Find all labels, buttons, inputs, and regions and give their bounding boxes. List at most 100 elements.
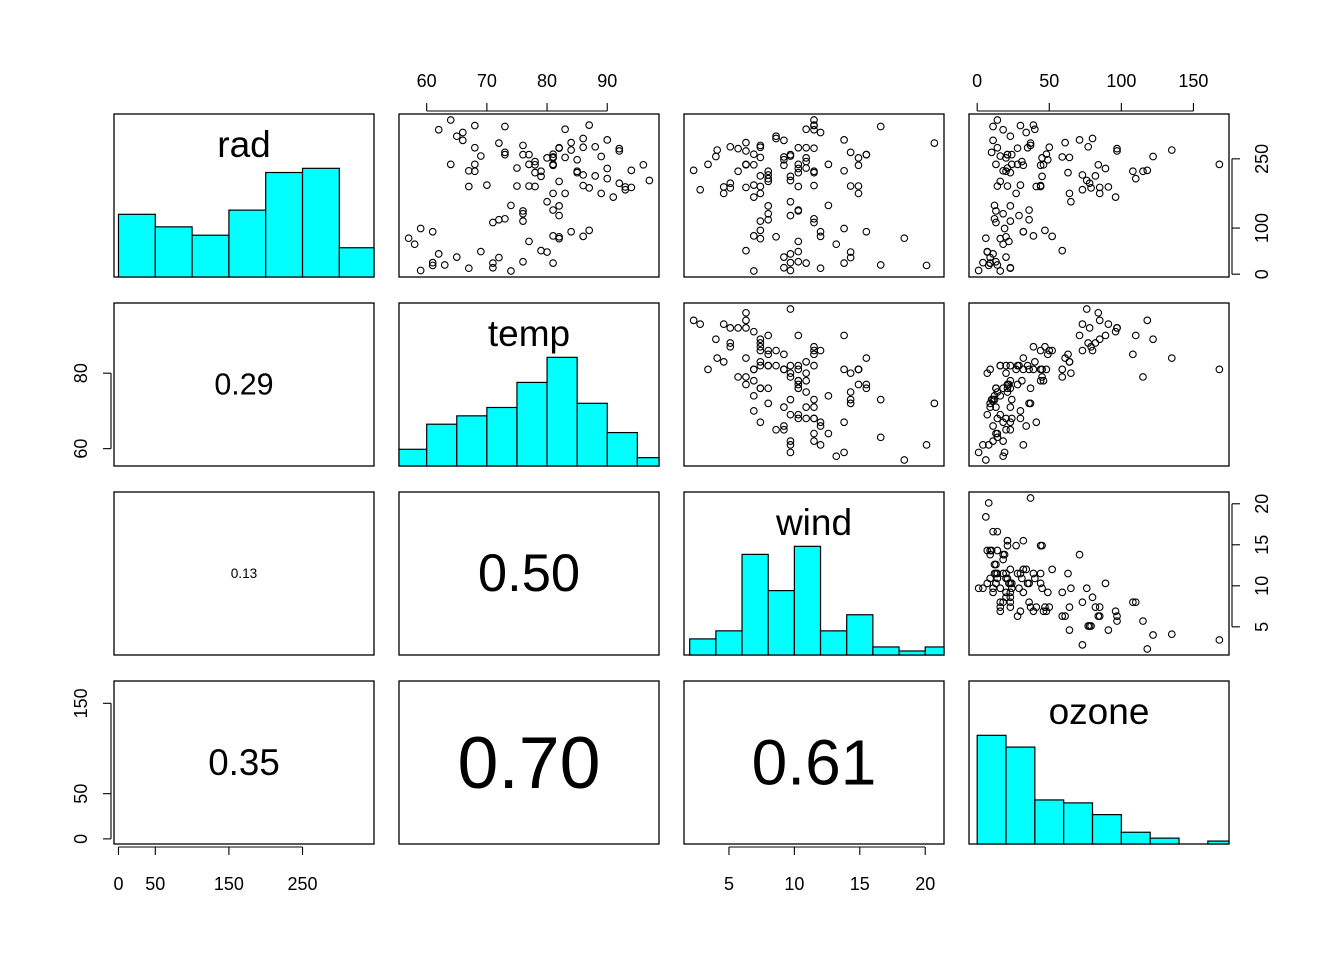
scatter-point [1101,164,1110,173]
scatter-point [1029,342,1038,351]
scatter-point [621,183,630,191]
scatter-point [719,183,728,191]
scatter-point [531,168,539,177]
scatter-point [696,185,705,194]
scatter-point [786,373,795,381]
scatter-point [981,456,990,464]
scatter-point [1064,350,1072,359]
scatter-point [1075,331,1084,340]
scatter-point [501,214,509,223]
scatter-point [816,232,825,241]
scatter-point [1002,588,1010,597]
scatter-point [1104,183,1113,191]
scatter-point [555,202,563,210]
scatter-point [603,136,612,144]
scatter-point [786,250,795,258]
y-tick-label: 50 [71,784,91,804]
scatter-point [786,361,795,370]
histogram-bar [426,423,458,467]
scatter-point [1019,536,1028,545]
scatter-point [772,132,780,141]
scatter-point [704,365,712,374]
panel-frame [968,491,1230,656]
scatter-point [549,232,557,240]
scatter-point [531,160,539,169]
scatter-point [983,247,992,256]
scatter-point [1095,183,1104,192]
scatter-point [974,584,983,593]
scatter-point [726,339,735,347]
scatter-point [992,579,1000,588]
histogram-bar [1207,840,1230,845]
scatter-point [824,160,833,169]
scatter-point [981,234,990,243]
scatter-point [470,121,479,130]
scatter-point [1031,125,1039,134]
scatter-point [477,247,485,256]
scatter-point [764,350,773,359]
scatter-point [764,361,773,370]
scatter-point [996,584,1005,593]
scatter-point [1019,161,1028,170]
scatter-point [764,346,773,355]
scatter-point [1058,246,1067,255]
scatter-point [742,138,750,147]
scatter-point [1013,361,1022,370]
scatter-point [979,584,987,593]
scatter-point [1067,584,1075,593]
scatter-point [749,267,758,275]
scatter-point [1067,369,1075,378]
scatter-point [1058,588,1067,597]
scatter-point [1085,324,1094,332]
scatter-point [1023,361,1032,370]
scatter-point [1029,365,1038,374]
scatter-point [1019,354,1028,362]
histogram-bar [265,171,304,278]
scatter-point [543,197,551,206]
scatter-point [772,346,780,355]
scatter-point [989,588,997,597]
scatter-point [756,234,765,243]
scatter-point [734,324,742,332]
scatter-point [1111,327,1120,336]
scatter-point [986,574,995,583]
correlation-label: 0.35 [208,742,280,783]
scatter-point [749,365,758,374]
scatter-point [749,181,758,189]
scatter-point [786,266,795,275]
scatter-point [794,331,803,340]
scatter-point [1016,407,1025,415]
scatter-point [876,261,885,269]
scatter-point [1036,161,1045,170]
scatter-point [585,226,594,235]
scatter-point [1002,414,1010,423]
histogram-bar [191,234,230,278]
scatter-point [840,418,848,427]
scatter-point [1143,645,1152,653]
scatter-point [1149,152,1157,161]
scatter-point [1061,138,1069,147]
scatter-point [756,217,765,225]
scatter-point [1007,584,1016,593]
scatter-point [1012,541,1020,550]
scatter-point [1129,167,1137,176]
scatter-point [780,253,788,261]
scatter-point [1095,316,1104,325]
scatter-point [802,154,810,162]
scatter-point [603,174,612,183]
scatter-point [992,560,1000,569]
scatter-point [756,384,765,393]
scatter-point [1045,346,1054,355]
panel-frame [968,113,1230,278]
correlation-label: 0.29 [214,368,273,402]
scatter-point [1022,422,1031,430]
scatter-point [742,147,750,155]
y-tick-label: 100 [1252,213,1272,243]
scatter-point [996,361,1005,370]
scatter-point [1078,641,1087,649]
scatter-point [1113,147,1121,155]
scatter-point [756,335,765,344]
scatter-point [979,441,987,449]
scatter-point [993,143,1002,152]
